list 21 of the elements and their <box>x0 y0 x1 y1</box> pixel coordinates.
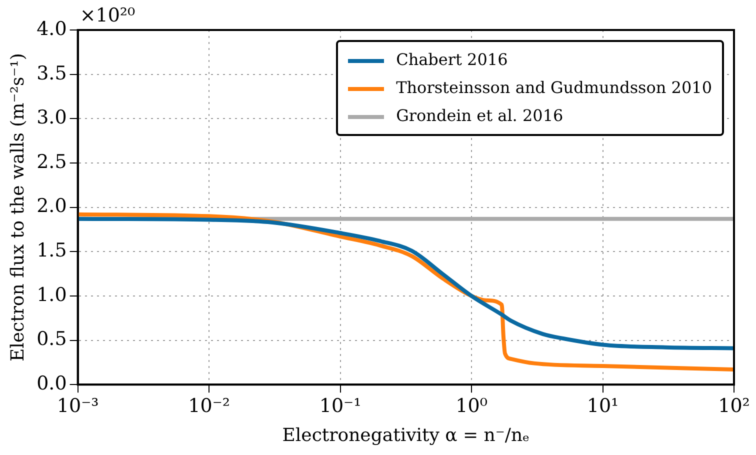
x-tick-label: 10⁻¹ <box>319 394 362 417</box>
legend-label: Chabert 2016 <box>396 50 508 69</box>
text: ×10²⁰ <box>80 4 136 26</box>
y-tick-label: 3.0 <box>36 106 67 129</box>
y-tick-label: 2.0 <box>36 195 67 218</box>
y-tick-label: 4.0 <box>36 18 67 40</box>
x-tick-label: 10⁻² <box>188 394 230 417</box>
y-tick-label: 0.5 <box>36 328 67 350</box>
y-tick-label: 1.5 <box>36 240 67 262</box>
x-tick-label: 10⁰ <box>456 394 488 417</box>
y-tick-label: 0.0 <box>36 372 67 395</box>
x-tick-label: 10² <box>718 394 750 417</box>
y-tick-label: 2.5 <box>36 150 67 173</box>
y-tick-label: 3.5 <box>36 62 67 84</box>
x-axis-title: Electronegativity α = n⁻/nₑ <box>282 424 530 446</box>
legend-label: Thorsteinsson and Gudmundsson 2010 <box>396 78 712 97</box>
y-axis-title: Electron flux to the walls (m⁻²s⁻¹) <box>7 53 28 362</box>
y-tick-label: 1.0 <box>36 284 67 306</box>
legend-label: Grondein et al. 2016 <box>396 106 564 125</box>
x-tick-label: 10⁻³ <box>56 394 99 417</box>
x-tick-label: 10¹ <box>586 394 619 417</box>
